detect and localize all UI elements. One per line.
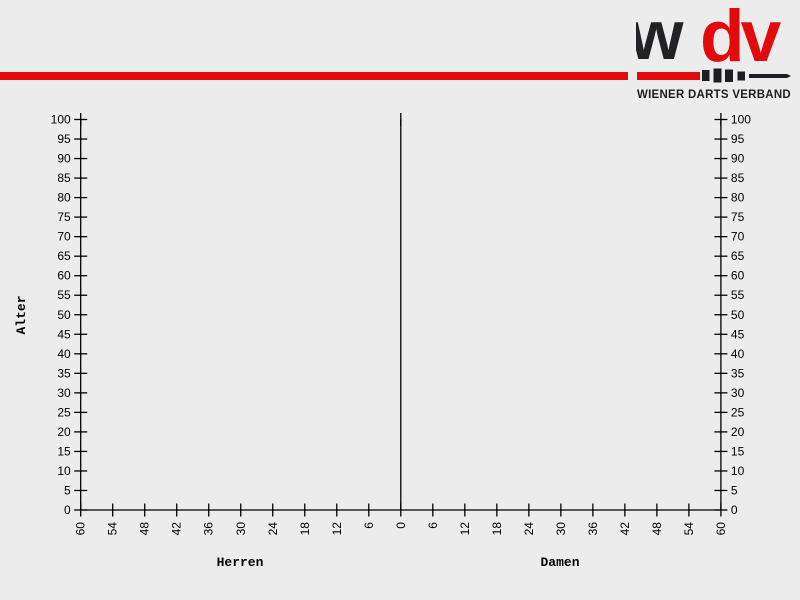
svg-text:95: 95: [57, 132, 71, 146]
svg-text:54: 54: [106, 522, 120, 536]
svg-text:18: 18: [490, 522, 504, 536]
svg-text:95: 95: [731, 132, 745, 146]
svg-text:50: 50: [731, 308, 745, 322]
svg-text:30: 30: [554, 522, 568, 536]
svg-text:6: 6: [426, 522, 440, 529]
svg-text:60: 60: [74, 522, 88, 536]
svg-text:48: 48: [650, 522, 664, 536]
svg-text:24: 24: [266, 522, 280, 536]
svg-text:85: 85: [57, 171, 71, 185]
svg-text:25: 25: [731, 405, 745, 419]
svg-text:10: 10: [731, 464, 745, 478]
svg-text:100: 100: [51, 113, 71, 127]
svg-text:18: 18: [298, 522, 312, 536]
svg-text:45: 45: [731, 327, 745, 341]
svg-text:0: 0: [64, 503, 71, 517]
svg-text:15: 15: [57, 444, 71, 458]
svg-text:60: 60: [57, 269, 71, 283]
svg-text:0: 0: [394, 522, 408, 529]
svg-text:36: 36: [202, 522, 216, 536]
svg-text:6: 6: [362, 522, 376, 529]
svg-text:75: 75: [57, 210, 71, 224]
svg-text:42: 42: [618, 522, 632, 536]
svg-text:54: 54: [682, 522, 696, 536]
svg-text:35: 35: [731, 366, 745, 380]
svg-text:30: 30: [57, 386, 71, 400]
svg-text:48: 48: [138, 522, 152, 536]
svg-text:65: 65: [731, 249, 745, 263]
svg-text:0: 0: [731, 503, 738, 517]
svg-text:5: 5: [64, 483, 71, 497]
svg-text:25: 25: [57, 405, 71, 419]
svg-text:90: 90: [731, 152, 745, 166]
svg-text:70: 70: [57, 230, 71, 244]
svg-text:5: 5: [731, 483, 738, 497]
svg-text:60: 60: [714, 522, 728, 536]
svg-text:55: 55: [731, 288, 745, 302]
svg-text:80: 80: [57, 191, 71, 205]
svg-text:24: 24: [522, 522, 536, 536]
svg-text:30: 30: [234, 522, 248, 536]
svg-text:42: 42: [170, 522, 184, 536]
svg-text:40: 40: [731, 347, 745, 361]
svg-text:45: 45: [57, 327, 71, 341]
svg-text:90: 90: [57, 152, 71, 166]
svg-text:30: 30: [731, 386, 745, 400]
svg-text:20: 20: [57, 425, 71, 439]
svg-text:70: 70: [731, 230, 745, 244]
svg-text:36: 36: [586, 522, 600, 536]
svg-text:55: 55: [57, 288, 71, 302]
svg-text:65: 65: [57, 249, 71, 263]
svg-text:40: 40: [57, 347, 71, 361]
svg-text:35: 35: [57, 366, 71, 380]
svg-text:12: 12: [458, 522, 472, 536]
svg-text:75: 75: [731, 210, 745, 224]
svg-text:100: 100: [731, 113, 751, 127]
svg-text:85: 85: [731, 171, 745, 185]
svg-text:12: 12: [330, 522, 344, 536]
svg-text:60: 60: [731, 269, 745, 283]
svg-text:80: 80: [731, 191, 745, 205]
svg-text:10: 10: [57, 464, 71, 478]
svg-text:15: 15: [731, 444, 745, 458]
svg-text:50: 50: [57, 308, 71, 322]
svg-text:20: 20: [731, 425, 745, 439]
